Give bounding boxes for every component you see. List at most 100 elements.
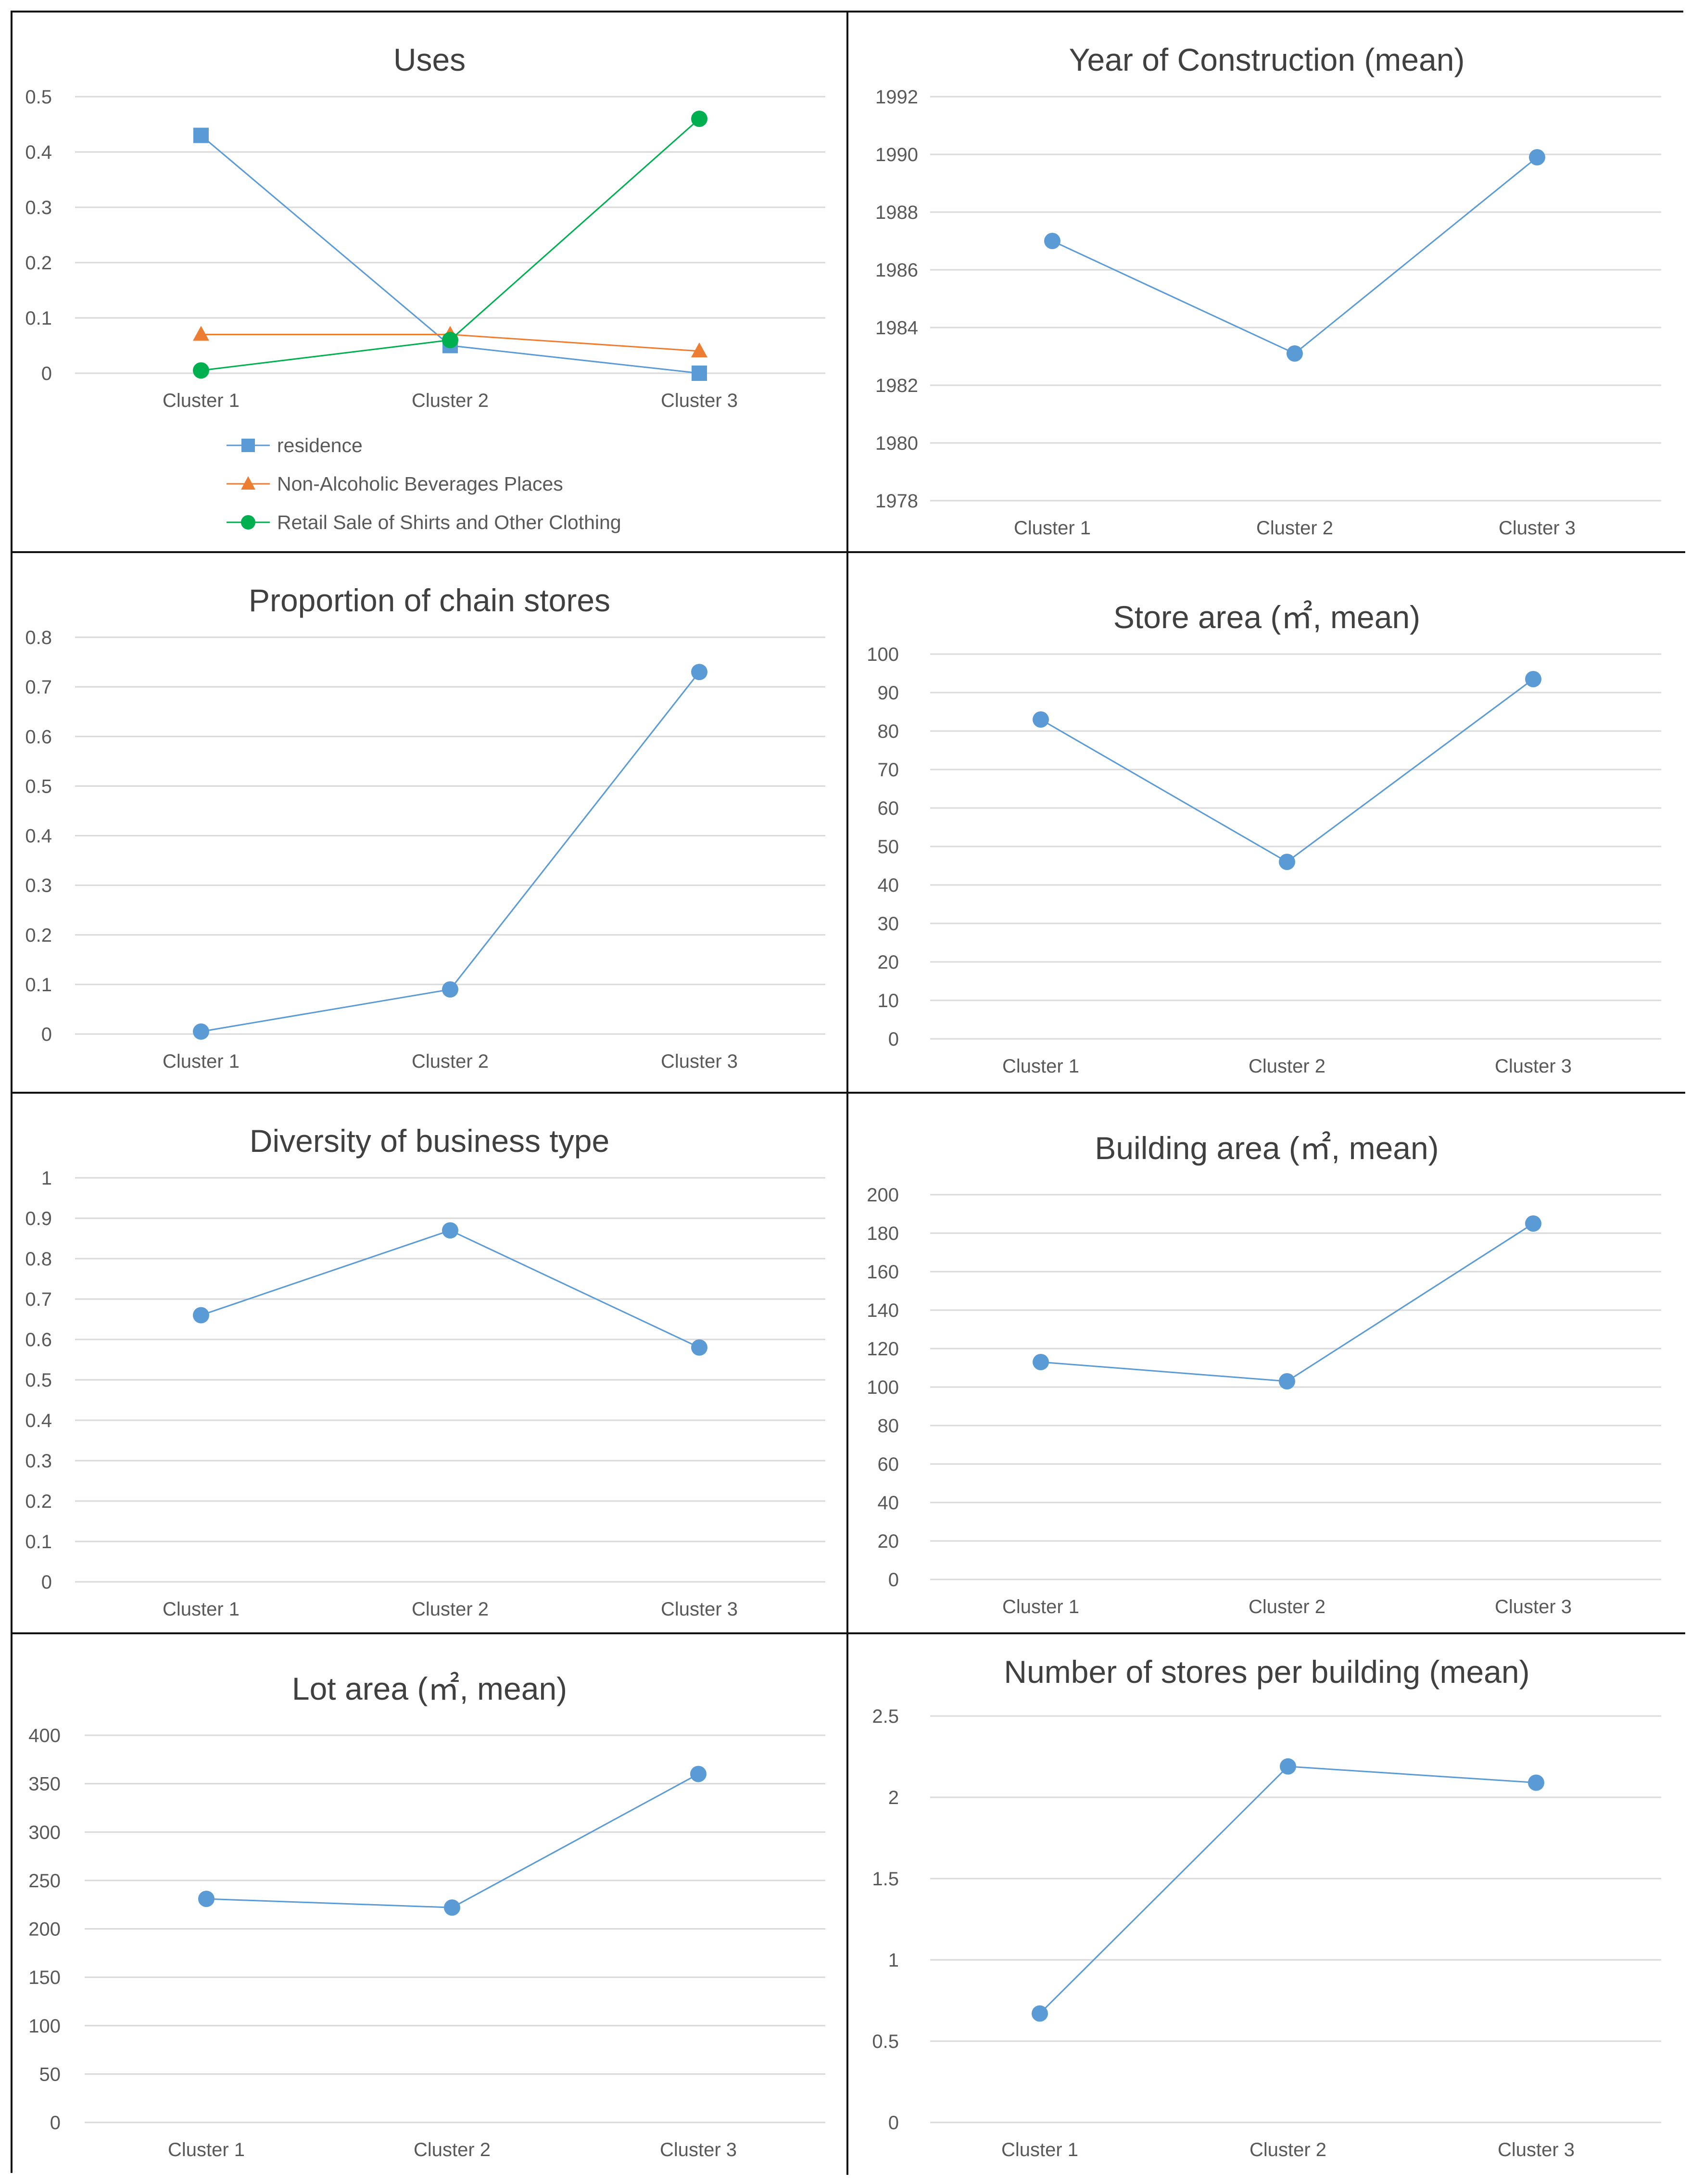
data-point xyxy=(442,1222,458,1239)
y-tick-label: 1 xyxy=(888,1950,899,1971)
legend-marker xyxy=(241,515,255,530)
y-tick-label: 350 xyxy=(28,1774,61,1795)
y-tick-label: 0.3 xyxy=(25,875,52,896)
x-tick-label: Cluster 2 xyxy=(1249,1596,1325,1617)
series-line xyxy=(1040,1223,1534,1382)
y-tick-label: 0.2 xyxy=(25,252,52,274)
y-tick-label: 1988 xyxy=(875,202,918,223)
y-tick-label: 0 xyxy=(888,2112,899,2134)
chart-store-area: 0 10 20 30 40 50 60 70 80 90 100 Cluster 1 Cluster 2… xyxy=(867,644,1661,1077)
chart-title: Building area (㎡, mean) xyxy=(1095,1130,1439,1166)
chart-number-of-stores-per-building: 0 0.5 1 1.5 2 2.5 Cluster 1 Cluster 2 Cluster 3 xyxy=(872,1706,1661,2160)
data-point xyxy=(193,127,209,143)
y-tick-label: 0.1 xyxy=(25,1531,52,1553)
y-tick-label: 0.5 xyxy=(872,2031,899,2052)
data-point xyxy=(1525,1215,1541,1232)
x-tick-label: Cluster 1 xyxy=(1002,1596,1079,1617)
x-tick-label: Cluster 2 xyxy=(412,1051,489,1072)
y-tick-label: 0.8 xyxy=(25,627,52,648)
y-tick-label: 140 xyxy=(867,1300,899,1321)
y-tick-label: 60 xyxy=(878,798,899,819)
y-tick-label: 1986 xyxy=(875,260,918,281)
data-point xyxy=(1032,2005,1048,2022)
y-tick-label: 1982 xyxy=(875,375,918,396)
data-point xyxy=(1279,854,1295,870)
chart-lot-area: 0 50 100 150 200 250 300 350 400 Cluster 1 Cluster… xyxy=(28,1725,825,2160)
x-tick-label: Cluster 3 xyxy=(660,2139,737,2160)
series-line xyxy=(201,671,700,1033)
chart-title: Diversity of business type xyxy=(249,1123,610,1159)
data-point xyxy=(691,342,707,357)
y-tick-label: 0.5 xyxy=(25,776,52,797)
y-tick-label: 250 xyxy=(28,1870,61,1892)
y-tick-label: 100 xyxy=(28,2016,61,2037)
x-tick-label: Cluster 3 xyxy=(1495,1056,1572,1077)
y-tick-label: 0.5 xyxy=(25,1370,52,1391)
y-tick-label: 20 xyxy=(878,952,899,973)
y-tick-label: 0.3 xyxy=(25,1451,52,1472)
y-tick-label: 300 xyxy=(28,1822,61,1843)
y-tick-label: 1992 xyxy=(875,87,918,108)
data-point xyxy=(193,362,209,379)
y-tick-label: 1990 xyxy=(875,144,918,165)
y-tick-label: 0.9 xyxy=(25,1208,52,1229)
x-tick-label: Cluster 3 xyxy=(1498,2139,1575,2160)
x-tick-label: Cluster 3 xyxy=(661,1051,738,1072)
x-tick-label: Cluster 2 xyxy=(414,2139,491,2160)
y-tick-label: 180 xyxy=(867,1223,899,1244)
data-point xyxy=(1279,1373,1295,1389)
y-tick-label: 0 xyxy=(888,1569,899,1591)
x-tick-label: Cluster 1 xyxy=(1002,1056,1079,1077)
chart-grid: Uses 0 0.1 0.2 0.3 0.4 0.5 Cluster 1 Cluster 2 C… xyxy=(11,11,1685,2175)
chart-panel-uses: Uses 0 0.1 0.2 0.3 0.4 0.5 Cluster 1 Cluster 2 C… xyxy=(13,13,848,553)
y-tick-label: 0 xyxy=(41,1024,52,1045)
data-point xyxy=(690,1766,707,1782)
y-tick-label: 0.2 xyxy=(25,1491,52,1512)
data-point xyxy=(691,111,707,127)
y-tick-label: 0.7 xyxy=(25,677,52,698)
chart-panel-building-area: Building area (㎡, mean) 0 20 40 60 80 100 120 1… xyxy=(848,1094,1685,1634)
x-tick-label: Cluster 2 xyxy=(1249,1056,1325,1077)
chart-title: Lot area (㎡, mean) xyxy=(291,1671,568,1706)
chart-title: Store area (㎡, mean) xyxy=(1113,599,1421,635)
data-point xyxy=(692,366,707,381)
y-tick-label: 1984 xyxy=(875,317,918,339)
series-line xyxy=(206,1773,699,1908)
y-tick-label: 150 xyxy=(28,1967,61,1988)
chart-panel-chain-stores: Proportion of chain stores 0 0.1 0.2 0.3 0.4… xyxy=(13,553,848,1094)
y-tick-label: 50 xyxy=(878,836,899,858)
y-tick-label: 120 xyxy=(867,1338,899,1360)
x-tick-label: Cluster 1 xyxy=(1014,518,1091,539)
y-tick-label: 1980 xyxy=(875,433,918,454)
data-point xyxy=(1529,149,1545,165)
data-point xyxy=(444,1899,460,1916)
y-tick-label: 1978 xyxy=(875,491,918,512)
y-tick-label: 0.6 xyxy=(25,1329,52,1351)
legend-label: Non-Alcoholic Beverages Places xyxy=(277,473,563,495)
series-line xyxy=(201,1229,700,1349)
y-tick-label: 400 xyxy=(28,1725,61,1746)
x-tick-label: Cluster 2 xyxy=(1249,2139,1326,2160)
y-tick-label: 0.8 xyxy=(25,1249,52,1270)
x-tick-label: Cluster 2 xyxy=(1256,518,1333,539)
y-tick-label: 1.5 xyxy=(872,1868,899,1890)
chart-panel-stores-per-building: Number of stores per building (mean) 0 0.… xyxy=(848,1634,1685,2175)
y-tick-label: 1 xyxy=(41,1168,52,1189)
y-tick-label: 0.4 xyxy=(25,1410,52,1431)
y-tick-label: 0.2 xyxy=(25,925,52,946)
x-tick-label: Cluster 3 xyxy=(1499,518,1576,539)
chart-title: Uses xyxy=(393,42,466,77)
chart-diversity-of-business-type: 0 0.1 0.2 0.3 0.4 0.5 0.6 0.7 0.8 0.9 1 Cluster 1 Cl… xyxy=(25,1168,825,1620)
y-tick-label: 70 xyxy=(878,759,899,781)
y-tick-label: 0.5 xyxy=(25,87,52,108)
data-point xyxy=(1044,233,1060,249)
data-point xyxy=(1280,1758,1296,1775)
x-tick-label: Cluster 1 xyxy=(168,2139,245,2160)
y-tick-label: 0 xyxy=(41,363,52,384)
x-tick-label: Cluster 2 xyxy=(412,1599,489,1620)
y-tick-label: 60 xyxy=(878,1454,899,1475)
y-tick-label: 2 xyxy=(888,1787,899,1808)
y-tick-label: 100 xyxy=(867,644,899,665)
x-tick-label: Cluster 3 xyxy=(661,1599,738,1620)
data-point xyxy=(1033,711,1049,728)
